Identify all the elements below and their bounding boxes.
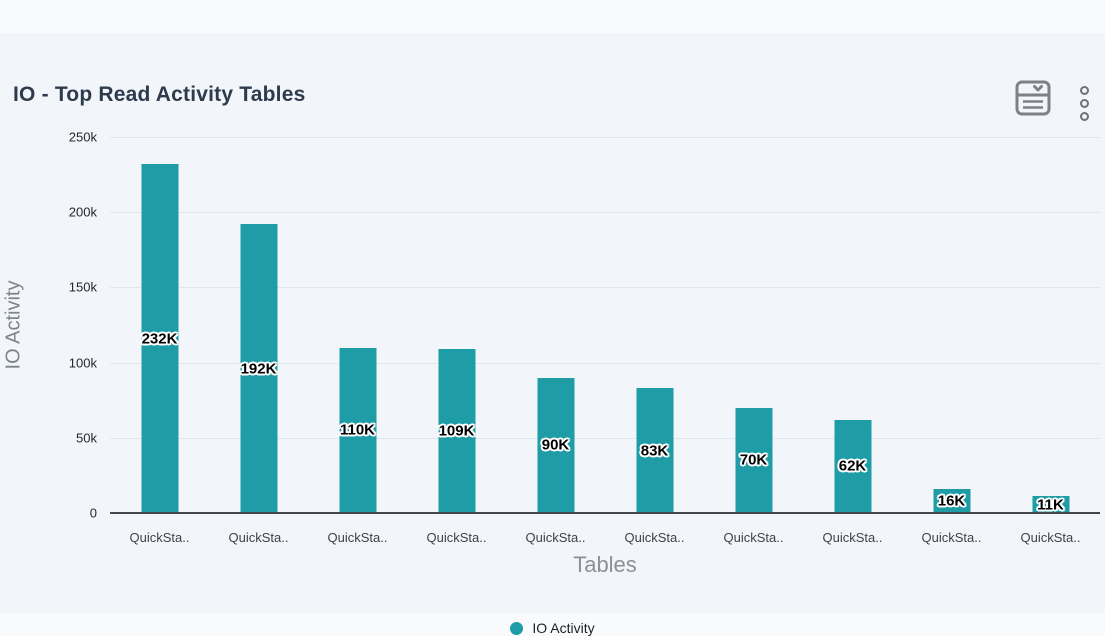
chart-title: IO - Top Read Activity Tables (13, 83, 306, 106)
bar-slot: 62K (803, 137, 902, 513)
bar-slot: 232K (110, 137, 209, 513)
x-axis-category-label: QuickSta.. (426, 530, 487, 545)
x-axis-category-label: QuickSta.. (921, 530, 982, 545)
y-axis-tick-label: 150k (68, 279, 97, 295)
gridline (110, 437, 1100, 439)
bar-slot: 110K (308, 137, 407, 513)
bar-QuickSta..-90K[interactable] (537, 377, 574, 513)
y-axis-tick-label: 100k (68, 355, 97, 371)
gridline (110, 212, 1100, 214)
bar-slot: 70K (704, 137, 803, 513)
bar-QuickSta..-110K[interactable] (339, 347, 376, 513)
x-axis-line (110, 512, 1100, 514)
x-axis-category-labels: QuickSta.. QuickSta.. QuickSta.. QuickSta..… (110, 530, 1100, 545)
x-axis-category-label: QuickSta.. (723, 530, 784, 545)
bar-QuickSta..-16K[interactable] (933, 488, 970, 513)
x-axis-category-label: QuickSta.. (327, 530, 388, 545)
x-axis-category-label: QuickSta.. (822, 530, 883, 545)
y-axis-tick-label: 200k (68, 204, 97, 220)
bar-QuickSta..-232K[interactable] (141, 164, 178, 513)
x-axis-category-label: QuickSta.. (228, 530, 289, 545)
x-axis-category-label: QuickSta.. (624, 530, 685, 545)
y-axis-tick-labels: 250k 200k 150k 100k 50k 0 (0, 130, 97, 521)
gridline (110, 362, 1100, 364)
gridline (110, 137, 1100, 138)
bar-slot: 83K (605, 137, 704, 513)
bar-slot: 109K (407, 137, 506, 513)
y-axis-tick-label: 250k (68, 129, 97, 145)
card-list-collapse-icon[interactable] (1014, 79, 1052, 117)
legend-swatch (510, 621, 524, 635)
x-axis-title: Tables (573, 552, 637, 577)
kebab-dot (1080, 112, 1089, 121)
kebab-menu-icon[interactable] (1078, 82, 1091, 125)
bar-QuickSta..-83K[interactable] (636, 388, 673, 513)
chart-legend: IO Activity (0, 620, 1105, 636)
bar-QuickSta..-192K[interactable] (240, 224, 277, 513)
plot-area: 232K 192K 110K 109K 90K 83K 70K 62K 16K 11K (110, 137, 1100, 514)
legend-label: IO Activity (532, 620, 595, 636)
chart-card: IO - Top Read Activity Tables IO Activit… (0, 33, 1105, 636)
kebab-dot (1080, 99, 1089, 108)
x-axis-category-label: QuickSta.. (129, 530, 190, 545)
bar-QuickSta..-11K[interactable] (1032, 496, 1069, 513)
card-header-actions (1014, 79, 1091, 125)
bar-slot: 192K (209, 137, 308, 513)
gridline (110, 287, 1100, 289)
x-axis-category-label: QuickSta.. (1020, 530, 1081, 545)
bar-slot: 16K (902, 137, 1001, 513)
legend-item-io-activity[interactable]: IO Activity (510, 620, 595, 636)
bar-QuickSta..-70K[interactable] (735, 407, 772, 513)
x-axis-category-label: QuickSta.. (525, 530, 586, 545)
y-axis-tick-label: 50k (76, 430, 97, 446)
bar-slot: 11K (1001, 137, 1100, 513)
kebab-dot (1080, 86, 1089, 95)
bar-QuickSta..-109K[interactable] (438, 349, 475, 513)
y-axis-tick-label: 0 (89, 505, 97, 521)
bar-series: 232K 192K 110K 109K 90K 83K 70K 62K 16K 11K (110, 137, 1100, 513)
bar-QuickSta..-62K[interactable] (834, 419, 871, 513)
bar-slot: 90K (506, 137, 605, 513)
